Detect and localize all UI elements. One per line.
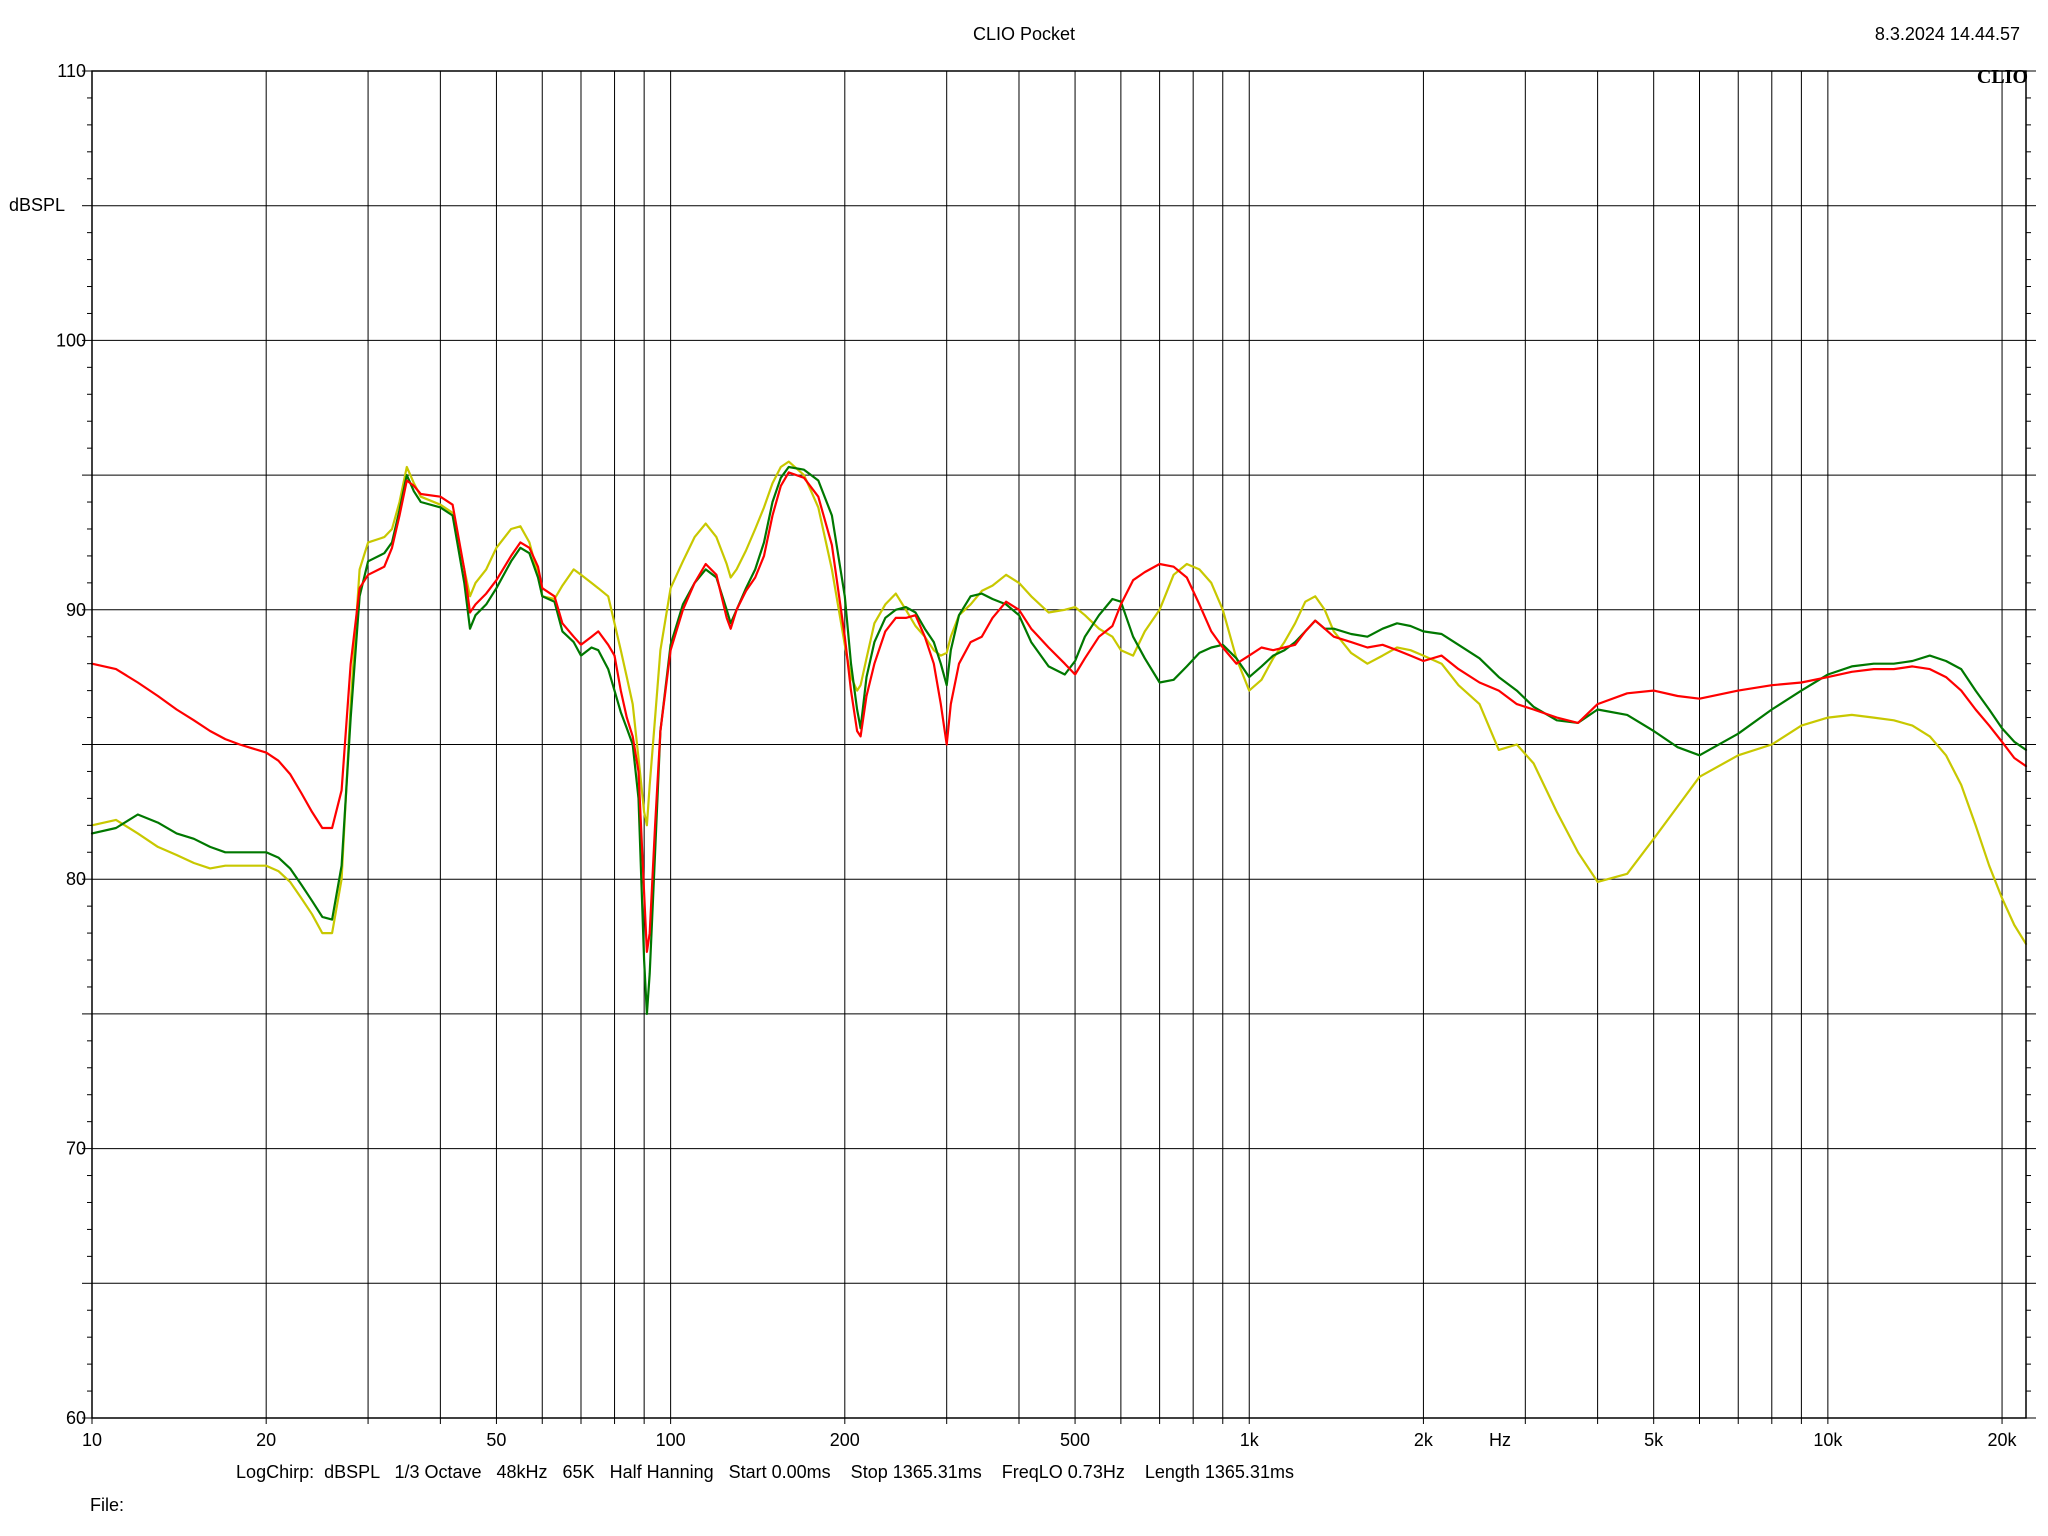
y-tick-label: 60 <box>66 1408 86 1428</box>
y-tick-label: 80 <box>66 869 86 889</box>
series-line-1 <box>90 465 2028 1015</box>
tick-labels: 10 20 50 100 200 500 1k 2k 5k 10k 20k 110 100 90 80 70 6… <box>56 61 2018 1450</box>
y-tick-label: 110 <box>57 61 86 81</box>
y-axis-label: dBSPL <box>9 195 65 215</box>
series-layer <box>90 460 2028 1015</box>
file-label: File: <box>90 1495 125 1515</box>
x-tick-label: 100 <box>656 1430 686 1450</box>
x-tick-label: 20k <box>1988 1430 2018 1450</box>
x-tick-label: 50 <box>486 1430 506 1450</box>
clio-logo: CLIO <box>1976 66 2028 88</box>
x-tick-label: 2k <box>1414 1430 1434 1450</box>
y-tick-label: 90 <box>66 600 86 620</box>
x-tick-label: 20 <box>256 1430 276 1450</box>
measurement-parameters: LogChirp: dBSPL 1/3 Octave 48kHz 65K Hal… <box>236 1462 1294 1482</box>
series-line-0 <box>90 471 2028 953</box>
x-axis-label: Hz <box>1489 1430 1511 1450</box>
x-tick-label: 5k <box>1644 1430 1664 1450</box>
x-tick-label: 200 <box>830 1430 860 1450</box>
y-tick-label: 70 <box>66 1139 86 1159</box>
timestamp: 8.3.2024 14.44.57 <box>1874 24 2020 44</box>
x-tick-label: 10 <box>82 1430 102 1450</box>
series-line-2 <box>90 460 2028 945</box>
x-tick-label: 10k <box>1813 1430 1843 1450</box>
major-grid <box>92 71 2026 1418</box>
chart-title: CLIO Pocket <box>972 24 1076 44</box>
x-tick-label: 500 <box>1060 1430 1090 1450</box>
axis-ticks <box>82 70 2036 1424</box>
x-tick-label: 1k <box>1240 1430 1260 1450</box>
y-tick-label: 100 <box>56 330 86 350</box>
